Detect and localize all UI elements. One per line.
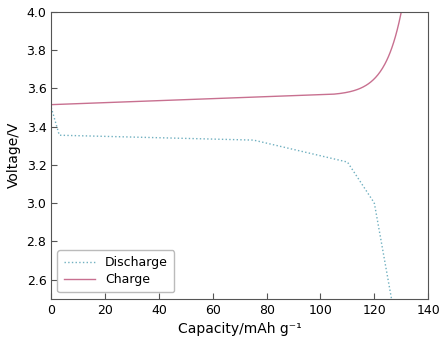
Discharge [283, 145, 289, 150]
Charge [283, 94, 288, 98]
Charge [207, 97, 212, 101]
Charge [139, 99, 144, 103]
Charge [255, 95, 260, 99]
Discharge [256, 139, 261, 143]
X-axis label: Capacity/mAh g⁻¹: Capacity/mAh g⁻¹ [178, 322, 302, 336]
Discharge [139, 135, 144, 139]
Discharge [313, 153, 318, 157]
Charge [110, 100, 116, 104]
Y-axis label: Voltage/V: Voltage/V [7, 122, 21, 189]
Charge [49, 103, 54, 107]
Discharge [49, 105, 54, 109]
Charge [312, 93, 317, 97]
Discharge [207, 137, 213, 141]
Charge [399, 10, 404, 14]
Discharge [111, 134, 116, 139]
Legend: Discharge, Charge: Discharge, Charge [58, 250, 174, 292]
Line: Discharge: Discharge [51, 107, 403, 343]
Line: Charge: Charge [51, 12, 401, 105]
